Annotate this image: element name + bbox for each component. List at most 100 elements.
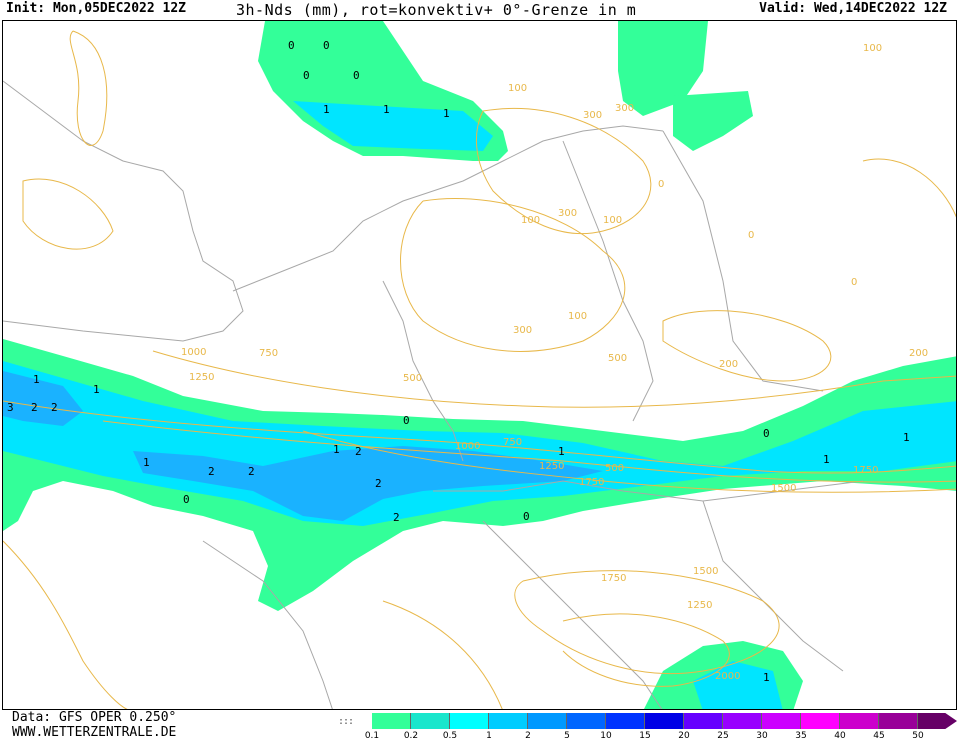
legend-swatch: [372, 713, 411, 729]
contour-line: [302, 430, 956, 493]
legend-tick-label: 45: [873, 731, 885, 741]
legend-swatch: [450, 713, 489, 729]
precip-value: 2: [393, 511, 400, 524]
precipitation-areas: [3, 21, 956, 709]
legend-tick-label: 40: [834, 731, 846, 741]
contour-line: [3, 400, 956, 474]
contour-line: [3, 540, 128, 709]
contour-label: 0: [748, 230, 754, 241]
legend-swatch: [411, 713, 450, 729]
precip-value: 1: [323, 103, 330, 116]
legend-swatch: [840, 713, 879, 729]
website-label: WWW.WETTERZENTRALE.DE: [12, 725, 177, 740]
coastline-britain: [3, 80, 244, 342]
legend-tick-label: 0.2: [403, 731, 419, 741]
border-poland: [662, 130, 824, 392]
legend-tick-label: 10: [600, 731, 612, 741]
precip-value: 0: [323, 39, 330, 52]
coastline-continent: [232, 125, 664, 292]
precip-area-baltic: [618, 21, 708, 116]
contour-label: 1250: [539, 461, 564, 472]
contour-label: 1500: [693, 566, 718, 577]
data-source-label: Data: GFS OPER 0.250°: [12, 710, 177, 725]
legend-tick-label: 15: [639, 731, 651, 741]
legend-tick-label: 25: [717, 731, 729, 741]
precip-value: 2: [208, 465, 215, 478]
precip-value: 2: [355, 445, 362, 458]
freezing-level-contours: [3, 30, 956, 709]
legend-tick-label: 35: [795, 731, 807, 741]
contour-label: 750: [259, 348, 278, 359]
precip-value: 0: [523, 510, 530, 523]
contour-label: 1250: [687, 600, 712, 611]
legend-arrow-left-icon: :::: [338, 716, 354, 727]
contour-label: 1750: [601, 573, 626, 584]
contour-line: [69, 30, 108, 146]
legend-swatch: [528, 713, 567, 729]
contour-label: 100: [568, 311, 587, 322]
contour-label: 300: [615, 103, 634, 114]
legend-swatch: [879, 713, 918, 729]
footer-credits: Data: GFS OPER 0.250° WWW.WETTERZENTRALE…: [12, 710, 176, 740]
contour-label: 0: [658, 179, 664, 190]
precip-value: 3: [7, 401, 14, 414]
map-canvas: 100 100 300 300 300 100 0 0 0 100 100 30…: [3, 21, 956, 709]
contour-label: 200: [719, 359, 738, 370]
contour-label: 1250: [189, 372, 214, 383]
contour-line: [22, 178, 114, 250]
legend-swatch: [801, 713, 840, 729]
precip-area-main-core-2: [133, 446, 603, 521]
legend-tick-label: 20: [678, 731, 690, 741]
precip-value: 1: [93, 383, 100, 396]
contour-label: 500: [403, 373, 422, 384]
contour-label: 100: [508, 83, 527, 94]
contour-label: 1000: [181, 347, 206, 358]
legend-tick-label: 50: [912, 731, 924, 741]
legend-swatch: [489, 713, 528, 729]
precip-value: 1: [763, 671, 770, 684]
precip-value: 0: [288, 39, 295, 52]
legend-swatch: [684, 713, 723, 729]
precip-value: 0: [353, 69, 360, 82]
contour-label: 750: [503, 437, 522, 448]
contour-labels: 100 100 300 300 300 100 0 0 0 100 100 30…: [181, 43, 928, 682]
contour-label: 0: [851, 277, 857, 288]
contour-label: 300: [583, 110, 602, 121]
contour-line: [662, 310, 832, 382]
precip-value: 2: [248, 465, 255, 478]
precip-value: 1: [383, 103, 390, 116]
precip-value: 1: [558, 445, 565, 458]
contour-line: [475, 108, 652, 235]
legend-tick-label: 30: [756, 731, 768, 741]
contour-label: 100: [521, 215, 540, 226]
contour-line: [514, 570, 780, 675]
legend-swatch: [918, 713, 957, 729]
border-iberia: [202, 540, 333, 709]
precip-value: 0: [763, 427, 770, 440]
precip-value: 0: [403, 414, 410, 427]
contour-line: [862, 158, 956, 218]
legend-tick-label: 2: [525, 731, 531, 741]
weather-map: 100 100 300 300 300 100 0 0 0 100 100 30…: [2, 20, 957, 710]
chart-title: 3h-Nds (mm), rot=konvektiv+ 0°-Grenze in…: [236, 1, 637, 19]
color-legend: ::: 0.1 0.2 0.5 1 2 5 10 15 20 25 30 35 40 45 50: [338, 713, 958, 741]
legend-tick-label: 5: [564, 731, 570, 741]
legend-swatch: [606, 713, 645, 729]
contour-label: 100: [863, 43, 882, 54]
precip-values: 0 0 0 0 1 1 1 1 1 2 2 3 2 2 1 0 0 1 2 2 …: [7, 39, 910, 684]
contour-label: 300: [558, 208, 577, 219]
contour-line: [382, 600, 503, 709]
valid-time: Valid: Wed,14DEC2022 12Z: [759, 1, 947, 16]
border-italy: [482, 520, 663, 709]
contour-label: 500: [605, 463, 624, 474]
contour-line: [562, 613, 730, 687]
precip-area-baltic-2: [673, 91, 753, 151]
contour-label: 1000: [455, 441, 480, 452]
precip-value: 0: [303, 69, 310, 82]
border-germany-east: [562, 140, 654, 422]
contour-label: 300: [513, 325, 532, 336]
precip-value: 1: [333, 443, 340, 456]
border-alps: [433, 480, 864, 502]
contour-line: [102, 420, 956, 483]
contour-line: [152, 350, 956, 408]
